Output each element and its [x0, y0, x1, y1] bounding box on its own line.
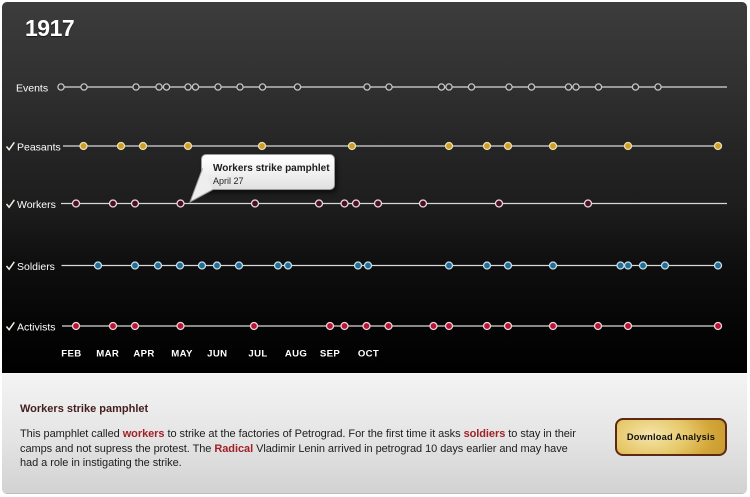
svg-text:APR: APR — [133, 348, 154, 359]
svg-text:SEP: SEP — [320, 348, 340, 359]
svg-text:JUN: JUN — [207, 348, 227, 359]
svg-text:Events: Events — [16, 82, 48, 94]
svg-text:JUL: JUL — [248, 348, 267, 359]
svg-text:Soldiers: Soldiers — [17, 261, 55, 273]
svg-text:OCT: OCT — [358, 348, 379, 359]
svg-text:Peasants: Peasants — [17, 141, 61, 153]
svg-text:AUG: AUG — [285, 348, 307, 359]
svg-text:MAR: MAR — [96, 348, 119, 359]
svg-text:Workers: Workers — [17, 199, 56, 211]
svg-text:FEB: FEB — [61, 348, 81, 359]
svg-text:MAY: MAY — [171, 348, 193, 359]
svg-text:Activists: Activists — [17, 321, 56, 333]
